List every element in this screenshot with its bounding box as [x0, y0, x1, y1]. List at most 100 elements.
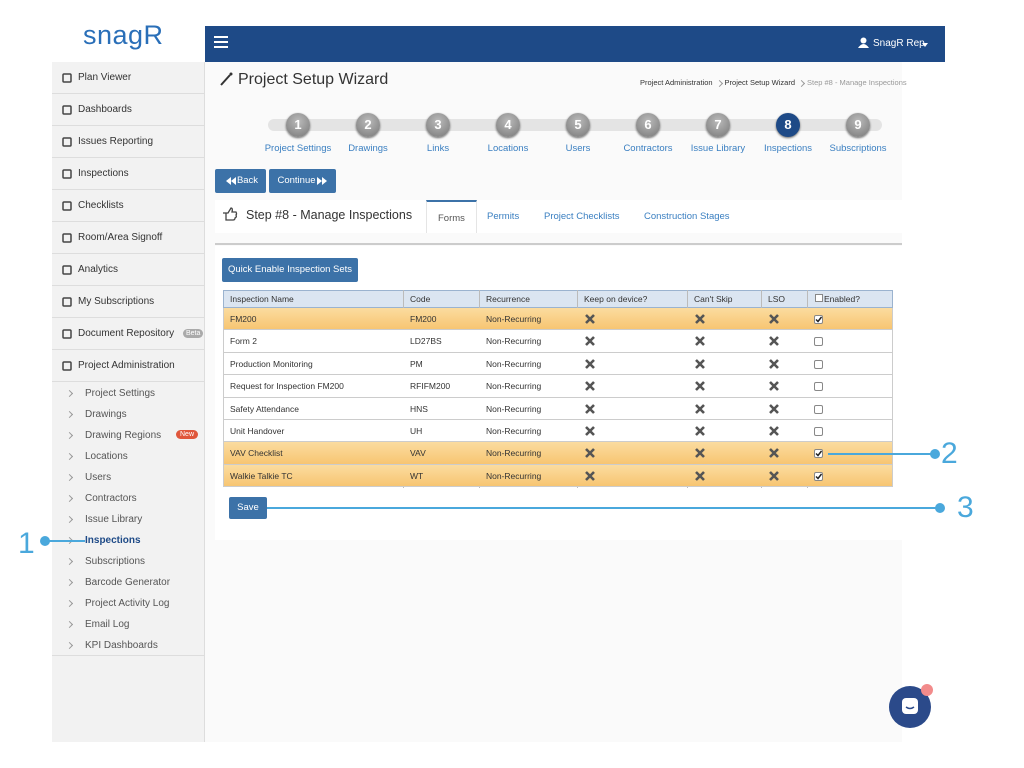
- sidebar-link[interactable]: Checklists: [78, 200, 124, 211]
- sidebar-sublink[interactable]: KPI Dashboards: [85, 640, 158, 651]
- step-label[interactable]: Project Settings: [264, 143, 332, 154]
- checkbox[interactable]: [814, 359, 823, 369]
- x-mark: [585, 358, 595, 369]
- step-label[interactable]: Locations: [487, 143, 529, 154]
- sidebar-link[interactable]: Room/Area Signoff: [78, 232, 163, 243]
- step-circle[interactable]: 4: [496, 113, 520, 137]
- tab[interactable]: Project Checklists: [544, 211, 620, 222]
- sidebar-row: [52, 318, 205, 350]
- tab[interactable]: Construction Stages: [644, 211, 730, 222]
- sidebar-link[interactable]: Plan Viewer: [78, 72, 132, 83]
- continue-icon: [317, 177, 327, 185]
- back-icon: [226, 177, 236, 185]
- sidebar-sublink[interactable]: Users: [85, 472, 112, 483]
- step-circle[interactable]: 5: [566, 113, 590, 137]
- cell: Request for Inspection FM200: [230, 381, 344, 392]
- column-header: Code: [410, 294, 431, 304]
- checkbox[interactable]: [814, 471, 823, 481]
- separator: [215, 243, 902, 245]
- step-label[interactable]: Issue Library: [690, 143, 746, 154]
- cell: HNS: [410, 403, 428, 414]
- sidebar-link[interactable]: Issues Reporting: [78, 136, 154, 147]
- step-circle[interactable]: 1: [286, 113, 310, 137]
- tab[interactable]: Permits: [487, 211, 520, 222]
- step-circle[interactable]: 7: [706, 113, 730, 137]
- step-label[interactable]: Subscriptions: [829, 143, 887, 154]
- sidebar-sublink[interactable]: Drawing Regions: [85, 430, 162, 441]
- step-circle[interactable]: 2: [356, 113, 380, 137]
- step-circle[interactable]: 9: [846, 113, 870, 137]
- cell: UH: [410, 426, 423, 436]
- checkbox[interactable]: [814, 337, 823, 347]
- cell: Unit Handover: [230, 426, 285, 436]
- step-label[interactable]: Users: [565, 143, 591, 154]
- checkbox[interactable]: [814, 382, 823, 392]
- sidebar-sublink[interactable]: Contractors: [85, 493, 137, 504]
- x-mark: [585, 314, 595, 324]
- step-circle[interactable]: 8: [776, 113, 800, 137]
- sidebar-link[interactable]: Inspections: [78, 168, 129, 179]
- cell: VAV Checklist: [230, 448, 283, 459]
- callout-number: 1: [18, 527, 35, 560]
- cell: Non-Recurring: [486, 336, 542, 347]
- callout-line: [267, 507, 940, 509]
- x-mark: [695, 358, 705, 369]
- checkbox[interactable]: [814, 315, 823, 324]
- breadcrumb[interactable]: Project Administration: [640, 78, 713, 87]
- sidebar-link[interactable]: Dashboards: [78, 104, 132, 115]
- column-header: Inspection Name: [230, 294, 294, 304]
- sidebar-sublink[interactable]: Inspections: [85, 535, 141, 546]
- sidebar-divider: [52, 655, 205, 656]
- step-label[interactable]: Inspections: [763, 143, 813, 154]
- menu-bar: [214, 41, 228, 43]
- user-menu[interactable]: SnagR Rep: [873, 38, 925, 49]
- quick-enable-button[interactable]: Quick Enable Inspection Sets: [222, 258, 358, 282]
- table-row: [223, 308, 893, 331]
- sidebar-row: [52, 350, 205, 382]
- x-mark: [695, 314, 705, 324]
- sidebar-icon: [62, 361, 72, 371]
- step-label[interactable]: Drawings: [348, 143, 388, 154]
- sidebar-row: [52, 190, 205, 222]
- header-checkbox[interactable]: [815, 294, 823, 302]
- sidebar-sublink[interactable]: Subscriptions: [85, 556, 146, 567]
- cell: Non-Recurring: [486, 381, 542, 392]
- sidebar-icon: [62, 105, 72, 115]
- checkbox[interactable]: [814, 404, 823, 414]
- sidebar-sublink[interactable]: Issue Library: [85, 514, 143, 525]
- sidebar-sublink[interactable]: Email Log: [85, 619, 130, 630]
- save-button[interactable]: Save: [229, 497, 267, 519]
- sidebar-link[interactable]: Project Administration: [78, 360, 175, 371]
- wand-icon: [220, 72, 233, 86]
- x-mark: [695, 403, 705, 414]
- breadcrumb[interactable]: Project Setup Wizard: [724, 78, 795, 87]
- sidebar-link[interactable]: Analytics: [78, 264, 119, 275]
- table-row: [223, 464, 893, 488]
- checkbox[interactable]: [814, 427, 823, 436]
- cell: Walkie Talkie TC: [230, 470, 293, 481]
- callout-line: [828, 453, 935, 455]
- sidebar-link[interactable]: My Subscriptions: [78, 296, 155, 307]
- tab[interactable]: Forms: [426, 200, 477, 233]
- sidebar-sublink[interactable]: Drawings: [85, 409, 127, 420]
- step-label[interactable]: Contractors: [623, 143, 673, 154]
- x-mark: [585, 403, 595, 414]
- x-mark: [769, 358, 779, 369]
- column-header: LSO: [768, 294, 786, 304]
- x-mark: [695, 381, 705, 392]
- sidebar-sublink[interactable]: Locations: [85, 451, 128, 462]
- sidebar-link[interactable]: Document Repository: [78, 328, 175, 339]
- step-label[interactable]: Links: [426, 143, 450, 154]
- step-circle[interactable]: 6: [636, 113, 660, 137]
- step-circle[interactable]: 3: [426, 113, 450, 137]
- table-row: [223, 442, 893, 465]
- menu-icon[interactable]: [214, 36, 228, 48]
- sidebar-sublink[interactable]: Project Settings: [85, 388, 156, 399]
- back-button[interactable]: Back: [215, 169, 266, 193]
- sidebar-sublink[interactable]: Barcode Generator: [85, 577, 171, 588]
- sidebar-sublink[interactable]: Project Activity Log: [85, 598, 170, 609]
- sidebar-row: [52, 94, 205, 126]
- checkbox[interactable]: [814, 449, 823, 459]
- column-header: Keep on device?: [584, 294, 648, 304]
